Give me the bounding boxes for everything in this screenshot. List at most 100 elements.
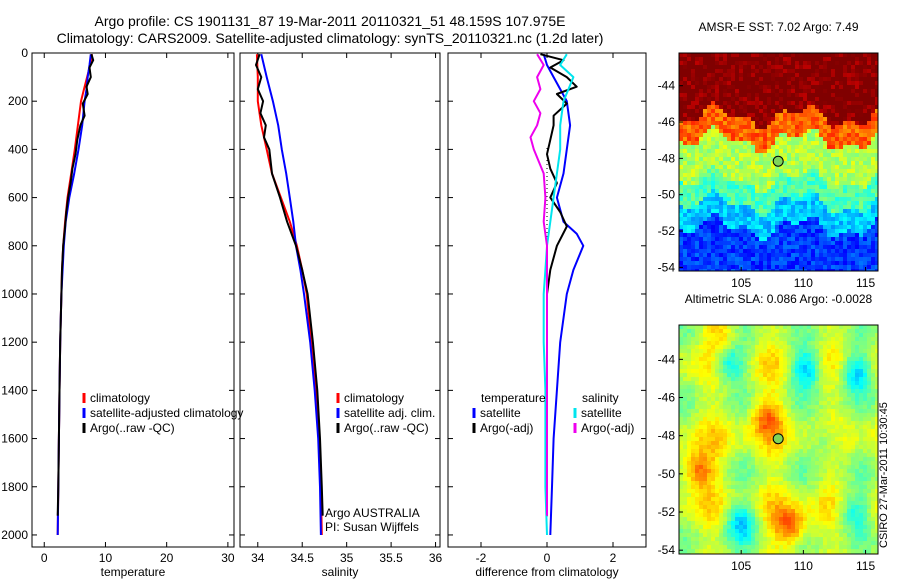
sla_map-cell	[711, 337, 715, 341]
sla_map-cell	[723, 513, 727, 517]
sla_map-cell	[787, 349, 791, 353]
sst_map-cell	[795, 261, 799, 265]
sst_map-cell	[767, 193, 771, 197]
sla_map-cell	[755, 357, 759, 361]
sst_map-cell	[867, 145, 871, 149]
sla_map-cell	[679, 521, 683, 525]
sst_map-cell	[759, 129, 763, 133]
sla_map-cell	[703, 529, 707, 533]
sst_map-cell	[847, 133, 851, 137]
sst_map-cell	[855, 65, 859, 69]
sst_map-cell	[775, 205, 779, 209]
sst_map-cell	[691, 205, 695, 209]
sst_map-cell	[839, 141, 843, 145]
sla_map-cell	[779, 449, 783, 453]
sla_map-cell	[691, 477, 695, 481]
sla_map-cell	[795, 385, 799, 389]
sla_map-cell	[723, 517, 727, 521]
sst_map-cell	[759, 65, 763, 69]
sla_map-cell	[739, 333, 743, 337]
sst_map-cell	[799, 189, 803, 193]
sla_map-cell	[743, 433, 747, 437]
sla_map-cell	[791, 325, 795, 329]
sla_map-cell	[819, 437, 823, 441]
sst_map-cell	[795, 241, 799, 245]
sla_map-cell	[699, 497, 703, 501]
sst_map-cell	[775, 173, 779, 177]
sla_map-cell	[743, 529, 747, 533]
sla_map-cell	[807, 373, 811, 377]
sst_map-cell	[823, 125, 827, 129]
sla_map-cell	[735, 405, 739, 409]
sst_map-cell	[795, 113, 799, 117]
sla_map-cell	[743, 385, 747, 389]
sst_map-cell	[783, 109, 787, 113]
sla_map-cell	[695, 369, 699, 373]
sla_map-cell	[803, 429, 807, 433]
sst_map-cell	[799, 65, 803, 69]
sst_map-cell	[863, 225, 867, 229]
sst_map-cell	[843, 249, 847, 253]
sst_map-cell	[691, 221, 695, 225]
sst_map-cell	[783, 133, 787, 137]
sst_map-cell	[751, 69, 755, 73]
sst_map-cell	[835, 197, 839, 201]
sla_map-cell	[819, 353, 823, 357]
sla_map-cell	[795, 513, 799, 517]
sla_map-cell	[803, 485, 807, 489]
sla_map-cell	[775, 421, 779, 425]
sst_map-cell	[799, 85, 803, 89]
sst_map-cell	[695, 133, 699, 137]
sst_map-cell	[703, 121, 707, 125]
sla_map-cell	[699, 401, 703, 405]
sst_map-cell	[719, 185, 723, 189]
sst_map-cell	[795, 121, 799, 125]
sla_map-cell	[811, 537, 815, 541]
sla_map-cell	[747, 409, 751, 413]
sla_map-cell	[679, 429, 683, 433]
sst_map-cell	[787, 141, 791, 145]
sst_map-cell	[863, 57, 867, 61]
sst_map-cell	[851, 81, 855, 85]
sla_map-cell	[683, 433, 687, 437]
sst_map-cell	[827, 213, 831, 217]
sst_map-cell	[739, 229, 743, 233]
sst_map-cell	[699, 141, 703, 145]
sst_map-cell	[787, 253, 791, 257]
sla_map-cell	[763, 449, 767, 453]
sst_map-cell	[739, 157, 743, 161]
sla_map-cell	[795, 437, 799, 441]
sla_map-cell	[815, 433, 819, 437]
sst_map-cell	[791, 181, 795, 185]
sst_map-cell	[687, 237, 691, 241]
sst_map-cell	[823, 133, 827, 137]
sst_map-cell	[799, 233, 803, 237]
sst_map-cell	[815, 225, 819, 229]
sla_map-cell	[783, 517, 787, 521]
sla_map-cell	[811, 397, 815, 401]
sst_map-cell	[735, 233, 739, 237]
sla_map-cell	[791, 377, 795, 381]
sst_map-cell	[679, 117, 683, 121]
sla_map-cell	[795, 417, 799, 421]
sst_map-cell	[735, 205, 739, 209]
sst_map-cell	[679, 205, 683, 209]
sst_map-cell	[711, 113, 715, 117]
sst_map-cell	[835, 141, 839, 145]
sst_map-cell	[695, 269, 699, 271]
sst_map-cell	[715, 161, 719, 165]
sst_map-cell	[703, 253, 707, 257]
sla_map-cell	[731, 389, 735, 393]
sst_map-cell	[875, 209, 878, 213]
sst_map-cell	[779, 61, 783, 65]
sst_map-cell	[723, 57, 727, 61]
sst_map-cell	[691, 209, 695, 213]
sla_map-cell	[695, 493, 699, 497]
sst_map-cell	[823, 249, 827, 253]
sst_map-cell	[799, 181, 803, 185]
sla_map-cell	[779, 421, 783, 425]
sst_map-cell	[759, 257, 763, 261]
salinity-frame	[239, 52, 441, 548]
sla_map-cell	[811, 329, 815, 333]
sla_map-cell	[771, 521, 775, 525]
